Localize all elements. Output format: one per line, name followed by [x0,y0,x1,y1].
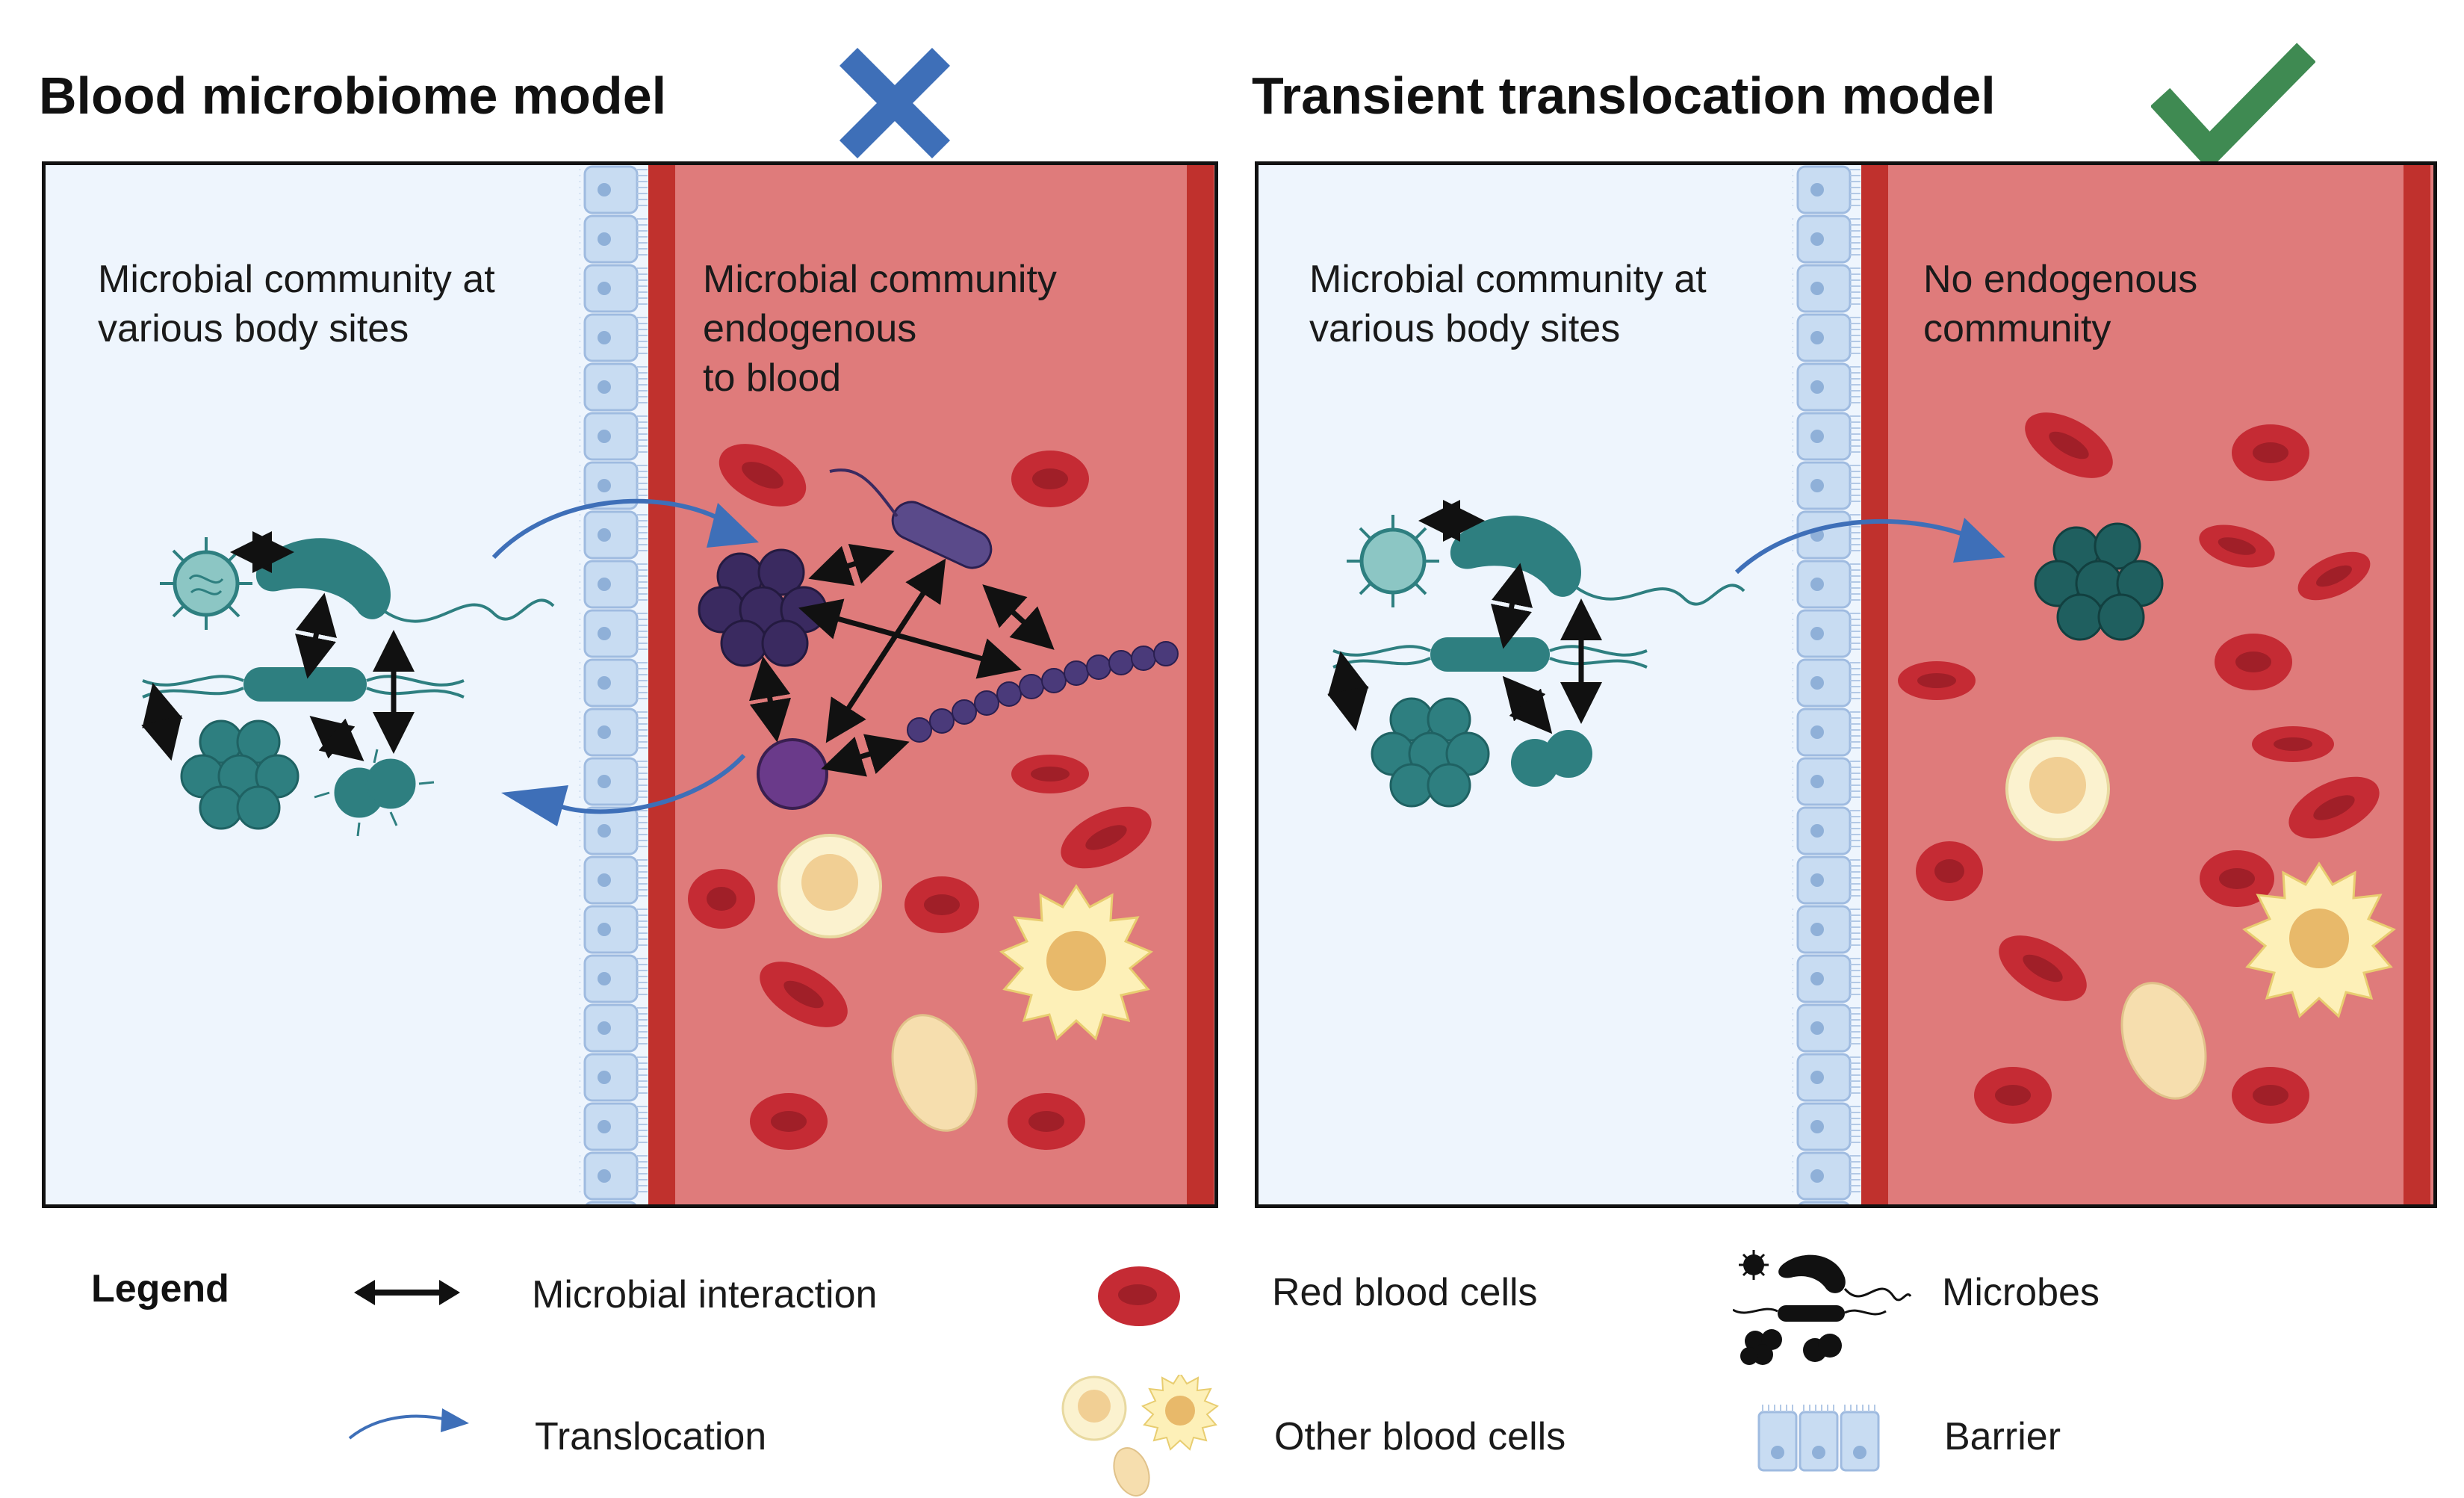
blood-coccus-cluster [698,548,828,667]
translocation-arrow [501,753,746,826]
left-panel-title: Blood microbiome model [39,66,667,125]
transient-translocation-illustration [1259,165,2433,1204]
diplococcus [314,749,435,837]
check-icon [2151,43,2315,166]
right-panel-title: Transient translocation model [1252,66,1996,125]
legend-label-other-blood-cells: Other blood cells [1274,1415,1566,1458]
vessel-wall [648,165,675,1204]
virus-microbe [1347,515,1439,607]
legend-title: Legend [91,1267,229,1310]
white-blood-cell [778,834,882,938]
coccus-cluster [1371,697,1490,808]
blood-microbiome-panel: Microbial community at various body site… [42,161,1218,1208]
white-blood-cell [2005,737,2110,841]
body-sites-label: Microbial community at various body site… [98,258,495,350]
red-blood-cells [1898,412,2380,1124]
transient-translocation-panel: Microbial community at various body site… [1255,161,2437,1208]
translocated-coccus-cluster [2034,522,2164,641]
legend-label-microbes: Microbes [1942,1271,2100,1314]
spiky-white-blood-cell [2242,861,2396,1018]
spiky-white-blood-cell [999,884,1153,1041]
platelet [891,1014,978,1132]
barrier [580,165,648,1204]
translocation-arrow [1734,518,2005,575]
coccus-cluster [180,719,300,830]
curved-arrow-icon [348,1408,469,1440]
cross-icon [839,47,951,159]
body-sites-label: Microbial community at various body site… [1309,258,1707,350]
platelet [2120,982,2207,1100]
vessel-wall [1861,165,1888,1204]
translocation-arrow [491,498,759,560]
blood-community-label: Microbial community endogenous to blood [703,258,1057,400]
blood-rod-bacterium [829,468,993,569]
legend-label-barrier: Barrier [1944,1415,2061,1458]
blood-coccus [757,738,828,810]
legend-label-translocation: Translocation [535,1415,767,1458]
legend-label-interaction: Microbial interaction [532,1273,878,1316]
vessel-wall [1187,165,1214,1204]
vessel-wall [2404,165,2430,1204]
double-arrow-icon [354,1280,460,1305]
virus-microbe [160,537,252,630]
legend-label-red-blood-cells: Red blood cells [1272,1271,1538,1314]
microbes-icon [1733,1250,1912,1365]
white-blood-cells-icon [1061,1375,1219,1497]
diplococcus [1511,730,1592,787]
barrier-icon [1757,1405,1880,1472]
blood-community-label: No endogenous community [1923,258,2198,350]
blood-microbiome-illustration [46,165,1214,1204]
red-blood-cell-icon [1098,1266,1180,1326]
barrier [1793,165,1861,1204]
red-blood-cells [688,444,1152,1150]
